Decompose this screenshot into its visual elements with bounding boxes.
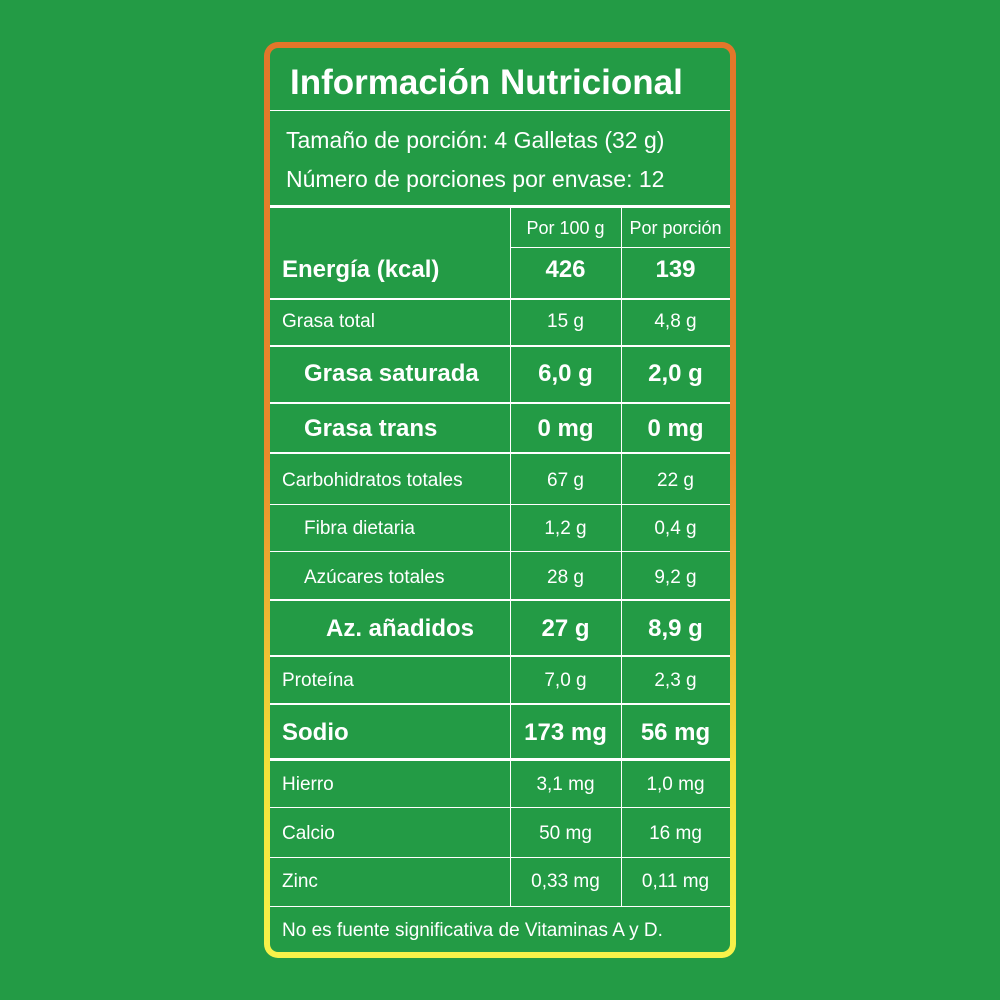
protein-per-100g: 7,0 g [544,670,587,691]
divider-thick [270,655,730,657]
zinc-per-serving: 0,11 mg [641,871,710,892]
total-fat-per-serving: 4,8 g [654,311,697,332]
divider-thick [270,345,730,347]
zinc-per-100g: 0,33 mg [531,871,600,892]
row-label-added-sugars: Az. añadidos [326,615,475,642]
iron-per-serving: 1,0 mg [646,774,705,795]
trans-fat-per-100g: 0 mg [537,415,594,442]
column-divider [621,208,622,906]
row-label-zinc: Zinc [282,871,318,892]
energy-per-serving: 139 [655,256,696,283]
footnote: No es fuente significativa de Vitaminas … [282,920,663,941]
divider [270,857,730,858]
protein-per-serving: 2,3 g [654,670,697,691]
column-header-per-100g: Por 100 g [526,218,605,238]
row-label-calcium: Calcio [282,823,335,844]
total-carbs-per-100g: 67 g [547,470,584,491]
iron-per-100g: 3,1 mg [536,774,595,795]
serving-size: Tamaño de porción: 4 Galletas (32 g) [286,127,665,153]
divider-thick [270,452,730,454]
total-fat-per-100g: 15 g [547,311,584,332]
column-divider [510,208,511,906]
label-title: Información Nutricional [290,63,683,102]
dietary-fiber-per-100g: 1,2 g [544,518,587,539]
trans-fat-per-serving: 0 mg [647,415,704,442]
row-label-iron: Hierro [282,774,334,795]
sodium-per-100g: 173 mg [524,719,607,746]
sodium-per-serving: 56 mg [640,719,711,746]
saturated-fat-per-serving: 2,0 g [648,360,703,387]
row-label-dietary-fiber: Fibra dietaria [304,518,415,539]
divider [270,110,730,111]
divider-thick [270,703,730,705]
dietary-fiber-per-serving: 0,4 g [654,518,697,539]
nutrition-facts-panel [270,48,730,952]
divider [270,551,730,552]
row-label-saturated-fat: Grasa saturada [304,360,479,387]
row-label-total-fat: Grasa total [282,311,375,332]
calcium-per-100g: 50 mg [539,823,592,844]
divider-thick [270,205,730,208]
divider [270,807,730,808]
row-label-energy: Energía (kcal) [282,256,440,283]
row-label-trans-fat: Grasa trans [304,415,438,442]
divider-thick [270,298,730,300]
saturated-fat-per-100g: 6,0 g [538,360,593,387]
divider [510,247,730,248]
divider [270,504,730,505]
energy-per-100g: 426 [545,256,586,283]
calcium-per-serving: 16 mg [649,823,702,844]
added-sugars-per-serving: 8,9 g [648,615,703,642]
row-label-sodium: Sodio [282,719,349,746]
divider-thick [270,599,730,601]
total-carbs-per-serving: 22 g [657,470,694,491]
servings-per-container: Número de porciones por envase: 12 [286,166,665,192]
total-sugars-per-100g: 28 g [547,567,584,588]
row-label-protein: Proteína [282,670,354,691]
added-sugars-per-100g: 27 g [541,615,590,642]
column-header-per-serving: Por porción [629,218,722,238]
divider-thick [270,402,730,404]
divider [270,906,730,907]
divider-thick [270,758,730,761]
row-label-total-carbs: Carbohidratos totales [282,470,463,491]
row-label-total-sugars: Azúcares totales [304,567,445,588]
total-sugars-per-serving: 9,2 g [654,567,697,588]
